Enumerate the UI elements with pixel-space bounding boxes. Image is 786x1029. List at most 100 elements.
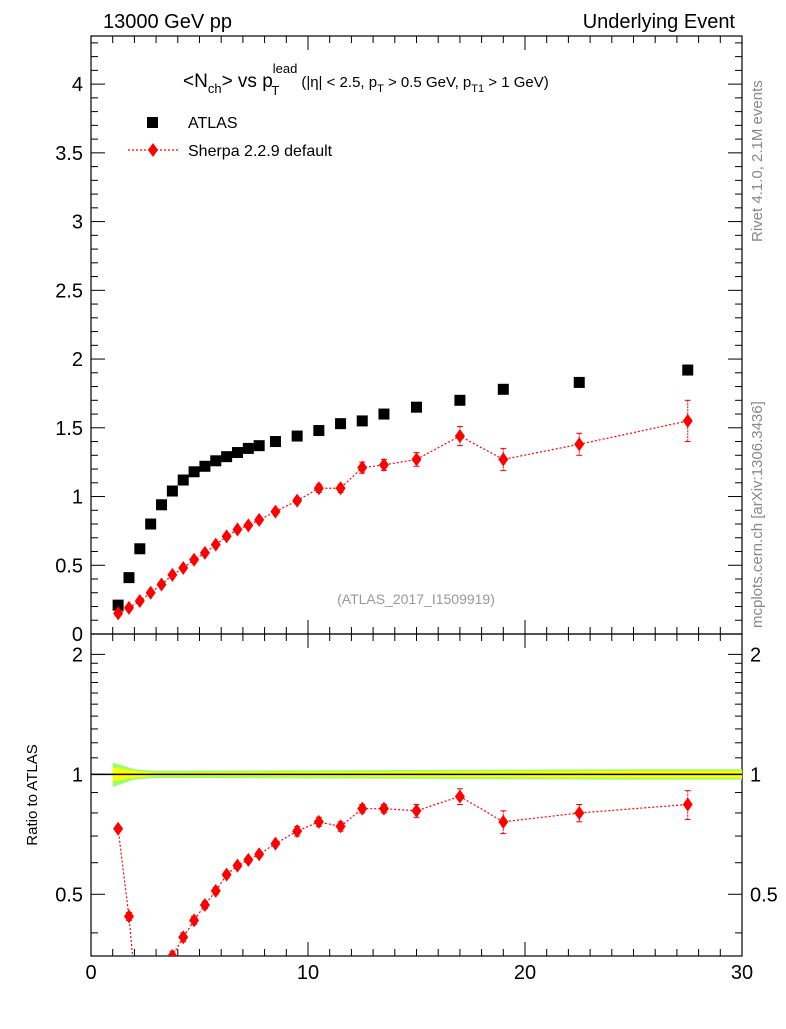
ratio-sherpa-point xyxy=(378,801,389,816)
main-atlas-point xyxy=(210,455,222,467)
main-sherpa-point xyxy=(232,522,243,537)
ratio-sherpa-point xyxy=(189,913,200,928)
main-atlas-point xyxy=(313,425,325,437)
main-atlas-point xyxy=(145,518,157,530)
ratio-sherpa-point xyxy=(498,814,509,829)
rivet-label: Rivet 4.1.0, 2.1M events xyxy=(749,80,766,242)
main-atlas-point xyxy=(199,460,211,472)
header-right: Underlying Event xyxy=(583,11,736,33)
ratio-sherpa-point xyxy=(113,821,124,836)
main-atlas-point xyxy=(253,440,265,452)
ratio-sherpa-line xyxy=(117,795,688,956)
ratio-sherpa-point xyxy=(123,909,134,924)
main-axis-ticks: 0 0.5 1 1.5 2 2.5 3 3.5 4 xyxy=(55,36,743,646)
ratio-sherpa-point xyxy=(313,814,324,829)
main-atlas-point xyxy=(454,394,466,406)
ratio-sherpa-point xyxy=(357,801,368,816)
main-sherpa-point xyxy=(167,567,178,582)
main-atlas-point xyxy=(156,499,168,511)
main-sherpa-point xyxy=(335,481,346,496)
main-atlas-point xyxy=(188,466,200,478)
main-sherpa-point xyxy=(357,460,368,475)
ratio-sherpa-point xyxy=(232,858,243,873)
main-sherpa-point xyxy=(498,452,509,467)
xtick-label: 10 xyxy=(297,962,319,984)
main-ytick-label: 3 xyxy=(72,212,83,234)
main-sherpa-point xyxy=(270,504,281,519)
ratio-uncertainty-band xyxy=(91,762,742,787)
main-ytick-label: 1.5 xyxy=(55,418,83,440)
main-atlas-point xyxy=(573,376,585,388)
main-sherpa-point xyxy=(145,585,156,600)
main-sherpa-point xyxy=(210,537,221,552)
main-ytick-label: 1 xyxy=(72,487,83,509)
main-atlas-point xyxy=(291,430,303,442)
ratio-ytick-label: 2 xyxy=(72,644,83,666)
ratio-sherpa-point xyxy=(243,852,254,867)
ratio-ylabel: Ratio to ATLAS xyxy=(24,744,41,845)
main-atlas-point xyxy=(112,599,124,611)
xtick-label: 20 xyxy=(514,962,536,984)
main-plot-title: <Nch> vs plead T (|η| < 2.5, pT > 0.5 GeV,… xyxy=(183,61,549,98)
ratio-ytick-label: 1 xyxy=(72,764,83,786)
main-atlas-point xyxy=(166,485,178,497)
ratio-sherpa-point xyxy=(682,797,693,812)
main-ytick-label: 3.5 xyxy=(55,143,83,165)
ratio-sherpa-point xyxy=(335,819,346,834)
xtick-label: 30 xyxy=(731,962,753,984)
ratio-panel-frame xyxy=(90,633,743,957)
main-atlas-point xyxy=(411,401,422,413)
main-ytick-label: 4 xyxy=(72,74,83,96)
main-sherpa-point xyxy=(221,529,232,544)
ratio-sherpa-point xyxy=(221,867,232,882)
main-sherpa-point xyxy=(254,512,265,527)
main-atlas-point xyxy=(123,572,135,584)
main-sherpa-point xyxy=(134,594,145,609)
main-sherpa-point xyxy=(113,606,124,621)
ratio-sherpa-point xyxy=(199,897,210,912)
ratio-sherpa-point xyxy=(167,949,178,956)
main-atlas-point xyxy=(221,451,233,463)
ratio-sherpa-point xyxy=(146,982,156,996)
main-sherpa-point xyxy=(178,561,189,576)
legend-atlas-marker xyxy=(147,117,158,128)
main-ytick-label: 0.5 xyxy=(55,555,83,577)
legend-sherpa-marker xyxy=(148,143,158,157)
main-sherpa-point xyxy=(411,452,422,467)
main-sherpa-point xyxy=(156,577,167,592)
main-sherpa-point xyxy=(313,481,324,496)
main-sherpa-point xyxy=(243,518,254,533)
ratio-sherpa-point xyxy=(454,789,465,804)
ratio-sherpa-point xyxy=(411,803,422,818)
ratio-sherpa-point xyxy=(292,824,303,839)
main-ytick-label: 2.5 xyxy=(55,280,83,302)
main-atlas-point xyxy=(177,474,189,486)
ratio-axis-ticks: 0.5 0.51 12 20 10 20 30 xyxy=(55,634,778,984)
ratio-sherpa-point xyxy=(178,930,189,945)
main-sherpa-point xyxy=(292,493,303,508)
ratio-ytick-label-right: 2 xyxy=(750,644,761,666)
main-atlas-point xyxy=(269,436,281,448)
main-ytick-label: 2 xyxy=(72,349,83,371)
ratio-sherpa-point xyxy=(254,847,265,862)
ratio-ytick-label: 0.5 xyxy=(55,884,83,906)
xtick-label: 0 xyxy=(85,962,96,984)
ratio-sherpa-point xyxy=(270,836,281,851)
main-sherpa-line xyxy=(117,420,688,614)
analysis-watermark: (ATLAS_2017_I1509919) xyxy=(337,591,495,607)
main-sherpa-point xyxy=(682,413,693,428)
main-atlas-point xyxy=(378,408,390,420)
header-left: 13000 GeV pp xyxy=(103,11,232,33)
ratio-ytick-label-right: 1 xyxy=(750,764,761,786)
legend-atlas-label: ATLAS xyxy=(188,115,238,132)
main-sherpa-point xyxy=(199,545,210,560)
ratio-sherpa-point xyxy=(210,883,221,898)
main-sherpa-point xyxy=(123,600,134,615)
mcplots-label: mcplots.cern.ch [arXiv:1306.3436] xyxy=(749,401,766,628)
ratio-ytick-label-right: 0.5 xyxy=(750,884,778,906)
main-sherpa-point xyxy=(454,429,465,444)
main-data-marks xyxy=(112,364,694,621)
main-atlas-point xyxy=(134,543,146,555)
main-atlas-point xyxy=(242,442,254,454)
